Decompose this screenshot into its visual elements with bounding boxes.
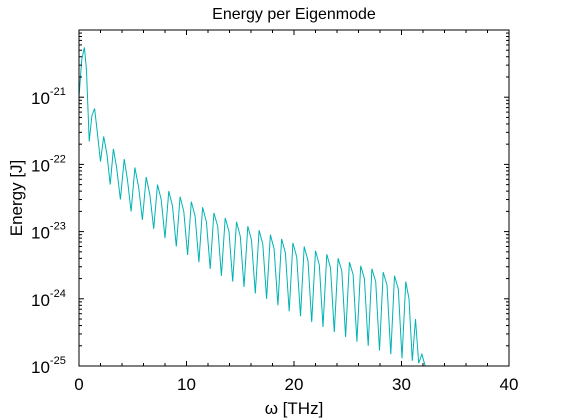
x-axis-label: ω [THz]	[265, 399, 324, 418]
x-tick-label: 0	[74, 375, 83, 394]
series-line-0	[78, 47, 426, 367]
y-tick-label-exponent: -23	[50, 221, 66, 233]
x-tick-label: 20	[285, 375, 304, 394]
x-tick-label: 30	[392, 375, 411, 394]
y-tick-label-exponent: -22	[50, 153, 66, 165]
series-layer	[78, 47, 426, 367]
y-tick-label-base: 10	[31, 156, 50, 175]
plot-frame	[78, 29, 510, 367]
y-tick-label-exponent: -25	[50, 355, 66, 367]
y-tick-label: 10-22	[31, 153, 66, 175]
x-tick-label: 40	[500, 375, 519, 394]
x-tick-label: 10	[177, 375, 196, 394]
y-tick-label-base: 10	[31, 291, 50, 310]
chart-title: Energy per Eigenmode	[212, 6, 376, 23]
y-tick-label: 10-23	[31, 221, 66, 243]
y-tick-label: 10-21	[31, 86, 66, 108]
y-axis-label: Energy [J]	[7, 160, 26, 237]
y-tick-label: 10-25	[31, 355, 66, 377]
y-tick-label-base: 10	[31, 358, 50, 377]
y-tick-label-exponent: -24	[50, 288, 66, 300]
y-tick-label-base: 10	[31, 224, 50, 243]
y-tick-label-exponent: -21	[50, 86, 66, 98]
y-tick-label-base: 10	[31, 89, 50, 108]
y-tick-label: 10-24	[31, 288, 66, 310]
